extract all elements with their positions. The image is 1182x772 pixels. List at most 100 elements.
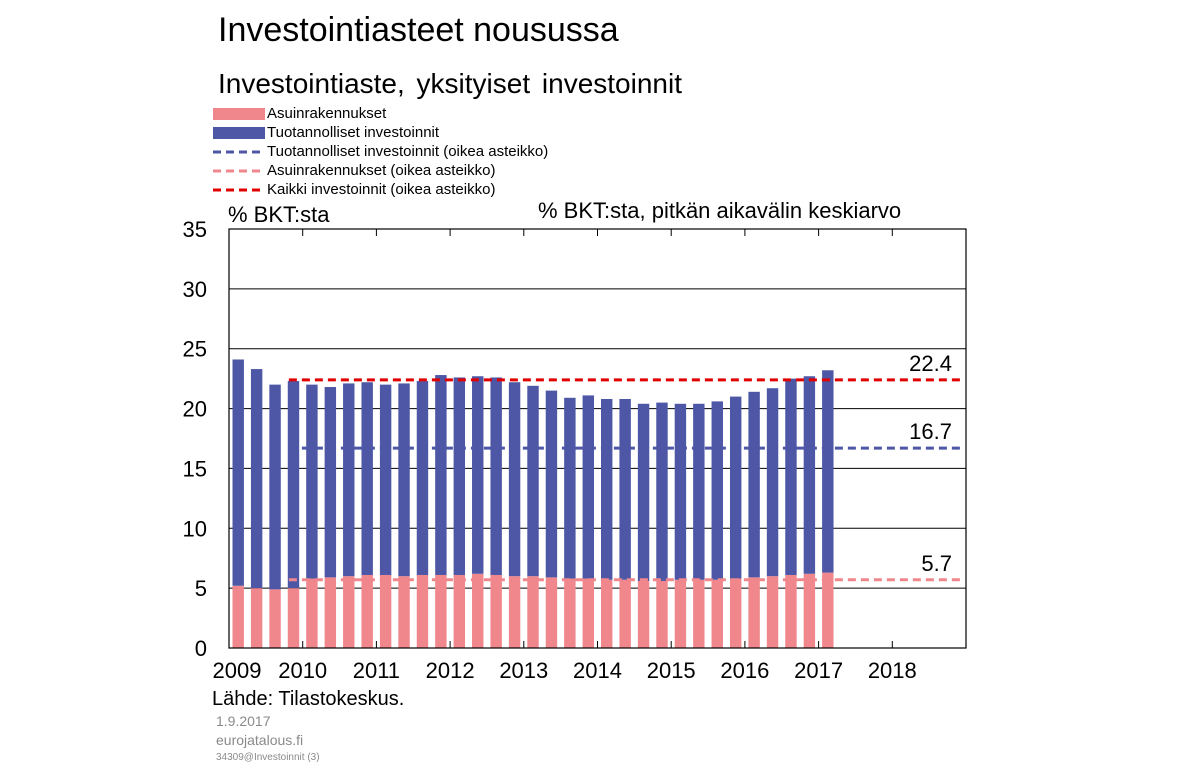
legend-label: Tuotannolliset investoinnit (oikea astei… [267, 143, 549, 160]
bar-asuinrakennukset [748, 577, 760, 648]
bar-asuinrakennukset [803, 573, 816, 648]
x-tick-label: 2013 [499, 658, 548, 683]
bar-tuotannolliset [637, 403, 650, 581]
x-tick-label: 2010 [278, 658, 327, 683]
bar-asuinrakennukset [766, 576, 779, 648]
bar-asuinrakennukset [416, 574, 429, 648]
bar-asuinrakennukset [822, 572, 834, 648]
reference-label: 16.7 [909, 419, 952, 444]
plot-frame [228, 228, 967, 649]
bar-tuotannolliset [361, 382, 373, 575]
bar-tuotannolliset [545, 390, 558, 578]
bar-tuotannolliset [398, 383, 410, 577]
legend-item-asuinrakennukset: Asuinrakennukset [213, 104, 673, 123]
bar-asuinrakennukset [729, 578, 742, 648]
bar-tuotannolliset [601, 398, 613, 580]
bar-tuotannolliset [287, 381, 300, 589]
bar-tuotannolliset [379, 384, 392, 575]
y-tick-label: 0 [195, 636, 207, 661]
chart-subtitle: Investointiaste, yksityiset investoinnit [218, 68, 682, 99]
bar-tuotannolliset [748, 391, 760, 578]
bar-tuotannolliset [453, 377, 466, 575]
legend-swatch-asuinrakennukset [213, 108, 265, 120]
y-tick-label: 10 [183, 516, 207, 541]
bar-asuinrakennukset [287, 588, 300, 648]
right-axis-unit: % BKT:sta, pitkän aikavälin keskiarvo [538, 198, 902, 223]
legend-label: Asuinrakennukset [267, 105, 387, 122]
bar-asuinrakennukset [398, 576, 410, 648]
legend-label: Kaikki investoinnit (oikea asteikko) [267, 181, 496, 198]
y-tick-label: 15 [183, 456, 207, 481]
x-tick-label: 2015 [647, 658, 696, 683]
bar-asuinrakennukset [582, 578, 594, 648]
legend-item-tuotannolliset: Tuotannolliset investoinnit [213, 123, 673, 142]
bar-tuotannolliset [472, 376, 484, 574]
bar-tuotannolliset [822, 370, 834, 573]
x-tick-label: 2012 [426, 658, 475, 683]
legend: Asuinrakennukset Tuotannolliset investoi… [213, 104, 673, 199]
bar-tuotannolliset [250, 369, 263, 589]
bar-tuotannolliset [435, 375, 447, 575]
x-tick-label: 2018 [868, 658, 917, 683]
bar-tuotannolliset [306, 384, 318, 579]
bar-asuinrakennukset [693, 579, 705, 648]
legend-label: Tuotannolliset investoinnit [267, 124, 440, 141]
bar-asuinrakennukset [711, 579, 723, 648]
x-tick-label: 2011 [353, 658, 400, 683]
bar-tuotannolliset [527, 385, 539, 577]
bar-asuinrakennukset [269, 589, 281, 648]
bar-tuotannolliset [803, 376, 816, 574]
bar-asuinrakennukset [232, 585, 244, 648]
bar-tuotannolliset [785, 378, 797, 575]
bar-tuotannolliset [674, 403, 687, 580]
y-tick-label: 5 [195, 576, 207, 601]
bar-tuotannolliset [416, 381, 429, 575]
y-tick-label: 35 [183, 217, 207, 242]
chart-title: Investointiasteet nousussa [218, 11, 619, 49]
bar-tuotannolliset [619, 398, 631, 580]
bar-tuotannolliset [343, 383, 355, 577]
bar-asuinrakennukset [472, 573, 484, 648]
bar-asuinrakennukset [656, 580, 668, 648]
bar-asuinrakennukset [324, 577, 337, 648]
bar-asuinrakennukset [674, 579, 687, 648]
bar-asuinrakennukset [250, 588, 263, 648]
publish-date: 1.9.2017 [216, 713, 271, 729]
legend-item-tuotannolliset-right: Tuotannolliset investoinnit (oikea astei… [213, 142, 673, 161]
bar-tuotannolliset [324, 387, 337, 578]
bar-tuotannolliset [729, 396, 742, 579]
bar-asuinrakennukset [785, 574, 797, 648]
bar-tuotannolliset [582, 395, 594, 579]
source-note: Lähde: Tilastokeskus. [212, 688, 405, 710]
bar-tuotannolliset [269, 384, 281, 590]
y-tick-label: 30 [183, 277, 207, 302]
bar-asuinrakennukset [564, 578, 576, 648]
bar-asuinrakennukset [361, 574, 373, 648]
reference-label: 5.7 [921, 551, 952, 576]
bar-tuotannolliset [711, 401, 723, 580]
x-tick-label: 2014 [573, 658, 622, 683]
legend-item-kaikki-right: Kaikki investoinnit (oikea asteikko) [213, 180, 673, 199]
bar-asuinrakennukset [435, 574, 447, 648]
bar-asuinrakennukset [508, 576, 521, 648]
y-tick-label: 25 [183, 337, 207, 362]
bar-asuinrakennukset [379, 574, 392, 648]
legend-label: Asuinrakennukset (oikea asteikko) [267, 162, 496, 179]
bar-tuotannolliset [490, 377, 502, 575]
bar-asuinrakennukset [619, 579, 631, 648]
bar-tuotannolliset [508, 382, 521, 577]
bar-tuotannolliset [564, 397, 576, 579]
reference-label: 22.4 [909, 351, 952, 376]
bar-tuotannolliset [693, 403, 705, 580]
bar-asuinrakennukset [545, 577, 558, 648]
left-axis-unit: % BKT:sta [228, 202, 330, 227]
y-tick-label: 20 [183, 397, 207, 422]
bar-asuinrakennukset [306, 578, 318, 648]
x-tick-label: 2016 [720, 658, 769, 683]
x-tick-label: 2017 [794, 658, 843, 683]
site-name: eurojatalous.fi [216, 732, 304, 748]
legend-swatch-tuotannolliset [213, 127, 265, 139]
bar-asuinrakennukset [453, 574, 466, 648]
bar-tuotannolliset [656, 402, 668, 581]
